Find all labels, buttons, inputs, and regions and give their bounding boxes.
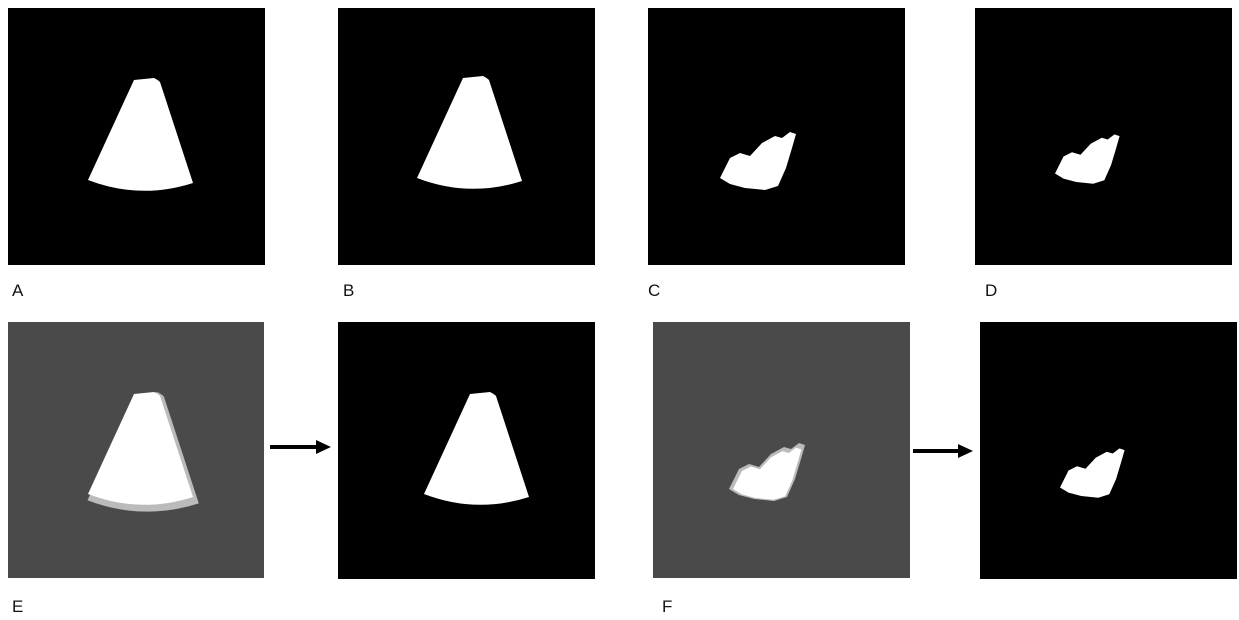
panel-label: D	[985, 281, 997, 300]
panel-f-result	[980, 322, 1237, 579]
panel-label: F	[662, 597, 672, 616]
panel-c	[648, 8, 905, 265]
panel-d	[975, 8, 1232, 265]
panel-label: C	[648, 281, 660, 300]
arrow	[270, 440, 331, 454]
panel-label: E	[12, 597, 23, 616]
figure: A B C D E F	[0, 0, 1239, 620]
panel-label: A	[12, 281, 24, 300]
arrow	[913, 444, 973, 458]
panel-b	[338, 8, 595, 265]
panel-a	[8, 8, 265, 265]
panel-f	[653, 322, 910, 578]
panel-label: B	[343, 281, 354, 300]
panel-e-result	[338, 322, 595, 579]
panel-e	[8, 322, 264, 578]
